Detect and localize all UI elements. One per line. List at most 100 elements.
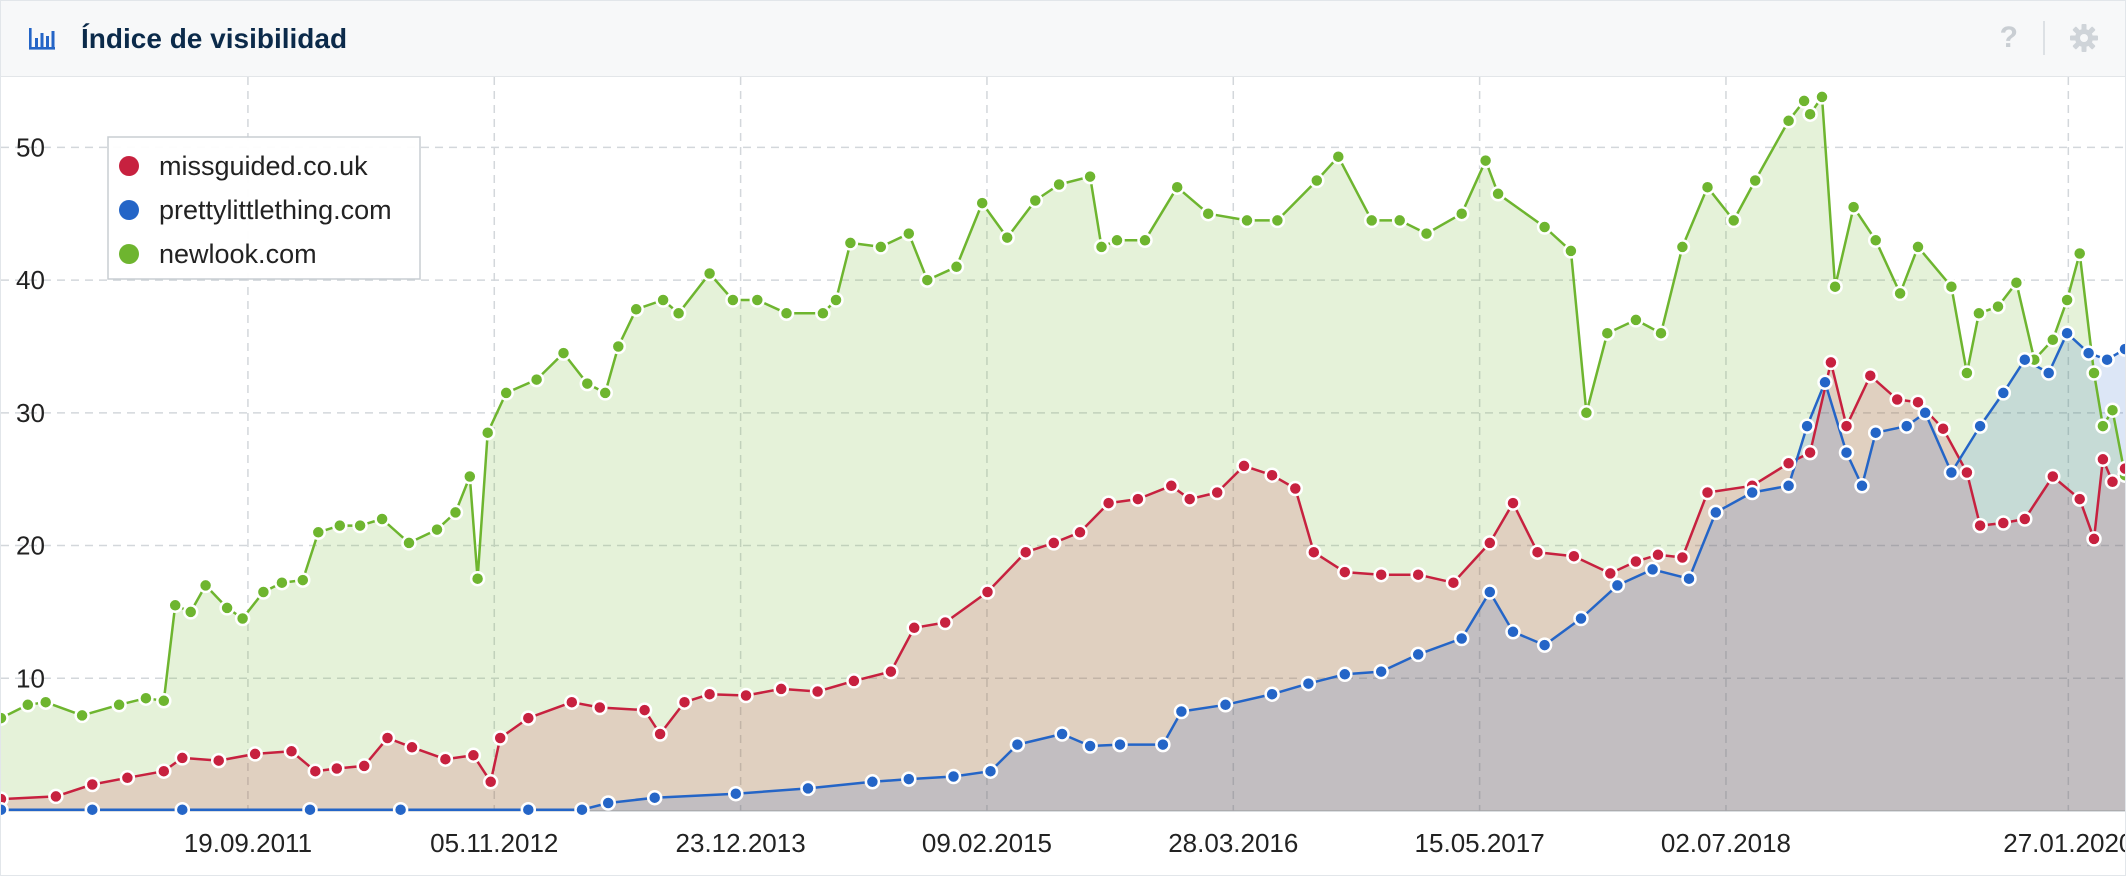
- point-newlook-com: [1309, 172, 1325, 189]
- line-prettylittlething-com: [1, 331, 2125, 811]
- legend-marker-newlook-com: [119, 244, 139, 264]
- point-newlook-com: [1867, 232, 1884, 249]
- point-newlook-com: [1747, 172, 1763, 189]
- point-newlook-com: [1802, 106, 1818, 122]
- point-prettylittlething-com: [1373, 663, 1389, 680]
- series-areas: [1, 96, 2125, 811]
- point-prettylittlething-com: [302, 801, 318, 818]
- point-missguided-co-uk: [701, 686, 718, 702]
- point-newlook-com: [1082, 168, 1098, 185]
- point-missguided-co-uk: [1650, 547, 1666, 563]
- point-prettylittlething-com: [1337, 666, 1353, 683]
- point-missguided-co-uk: [676, 694, 693, 710]
- x-tick-label: 28.03.2016: [1168, 828, 1298, 858]
- point-newlook-com: [1269, 212, 1286, 229]
- x-tick-label: 05.11.2012: [430, 828, 558, 858]
- point-prettylittlething-com: [2080, 345, 2097, 361]
- point-prettylittlething-com: [1300, 675, 1317, 692]
- point-newlook-com: [2071, 245, 2088, 262]
- point-missguided-co-uk: [1163, 478, 1180, 494]
- x-tick-label: 09.02.2015: [922, 828, 1052, 858]
- point-newlook-com: [310, 524, 327, 541]
- point-prettylittlething-com: [945, 768, 962, 785]
- point-newlook-com: [1563, 243, 1579, 259]
- point-missguided-co-uk: [1264, 467, 1280, 483]
- point-prettylittlething-com: [1854, 478, 1870, 494]
- point-newlook-com: [1490, 186, 1506, 202]
- point-newlook-com: [234, 610, 251, 627]
- point-newlook-com: [749, 292, 766, 308]
- point-missguided-co-uk: [119, 770, 136, 786]
- legend-label: newlook.com: [159, 239, 317, 269]
- point-newlook-com: [1051, 176, 1067, 193]
- gear-icon[interactable]: [2069, 23, 2099, 53]
- point-prettylittlething-com: [1155, 736, 1171, 753]
- point-prettylittlething-com: [1681, 570, 1697, 587]
- point-prettylittlething-com: [2017, 351, 2033, 368]
- point-newlook-com: [1780, 113, 1797, 129]
- point-newlook-com: [1845, 199, 1862, 215]
- point-missguided-co-uk: [1780, 455, 1797, 472]
- point-prettylittlething-com: [1, 801, 9, 818]
- point-missguided-co-uk: [520, 710, 537, 726]
- point-prettylittlething-com: [2059, 325, 2075, 341]
- point-missguided-co-uk: [809, 683, 826, 700]
- point-newlook-com: [37, 694, 54, 710]
- point-prettylittlething-com: [1054, 726, 1070, 742]
- point-missguided-co-uk: [937, 614, 953, 631]
- point-newlook-com: [999, 229, 1015, 246]
- point-prettylittlething-com: [600, 795, 616, 811]
- point-missguided-co-uk: [2017, 511, 2033, 527]
- point-newlook-com: [655, 292, 671, 308]
- point-newlook-com: [429, 521, 445, 538]
- point-newlook-com: [479, 424, 496, 441]
- help-icon[interactable]: ?: [1999, 21, 2018, 54]
- point-prettylittlething-com: [1009, 736, 1026, 753]
- point-newlook-com: [274, 574, 290, 591]
- point-prettylittlething-com: [646, 789, 663, 806]
- point-newlook-com: [1959, 365, 1975, 381]
- point-newlook-com: [2059, 292, 2075, 308]
- legend-box: [107, 136, 421, 280]
- point-newlook-com: [182, 604, 199, 620]
- point-newlook-com: [255, 584, 272, 600]
- point-newlook-com: [901, 225, 917, 242]
- point-missguided-co-uk: [1959, 464, 1975, 481]
- point-newlook-com: [1796, 93, 1812, 109]
- point-missguided-co-uk: [979, 584, 996, 600]
- point-missguided-co-uk: [773, 681, 789, 697]
- point-prettylittlething-com: [1744, 484, 1760, 501]
- header-divider: [2043, 21, 2045, 55]
- point-missguided-co-uk: [156, 763, 172, 779]
- point-newlook-com: [579, 375, 596, 392]
- point-missguided-co-uk: [1410, 566, 1426, 583]
- point-prettylittlething-com: [392, 801, 409, 818]
- point-missguided-co-uk: [1566, 548, 1582, 564]
- point-prettylittlething-com: [1995, 385, 2012, 401]
- point-missguided-co-uk: [1889, 391, 1905, 408]
- point-newlook-com: [219, 600, 235, 616]
- point-missguided-co-uk: [307, 763, 324, 779]
- point-prettylittlething-com: [1609, 577, 1626, 594]
- point-newlook-com: [1943, 278, 1960, 295]
- point-prettylittlething-com: [520, 801, 537, 818]
- point-newlook-com: [469, 570, 486, 587]
- point-missguided-co-uk: [437, 751, 454, 767]
- point-missguided-co-uk: [1209, 484, 1225, 501]
- point-prettylittlething-com: [1708, 504, 1724, 521]
- point-missguided-co-uk: [174, 750, 191, 766]
- point-prettylittlething-com: [1799, 418, 1815, 434]
- point-newlook-com: [1990, 298, 2006, 315]
- point-newlook-com: [352, 517, 368, 534]
- point-newlook-com: [332, 517, 348, 534]
- point-newlook-com: [401, 535, 417, 551]
- point-prettylittlething-com: [2099, 351, 2115, 368]
- point-missguided-co-uk: [2086, 531, 2102, 547]
- point-newlook-com: [1910, 239, 1926, 255]
- y-tick-label: 50: [16, 132, 45, 162]
- point-prettylittlething-com: [2117, 341, 2125, 357]
- point-newlook-com: [1391, 212, 1408, 229]
- point-newlook-com: [828, 292, 844, 308]
- point-newlook-com: [1093, 239, 1110, 255]
